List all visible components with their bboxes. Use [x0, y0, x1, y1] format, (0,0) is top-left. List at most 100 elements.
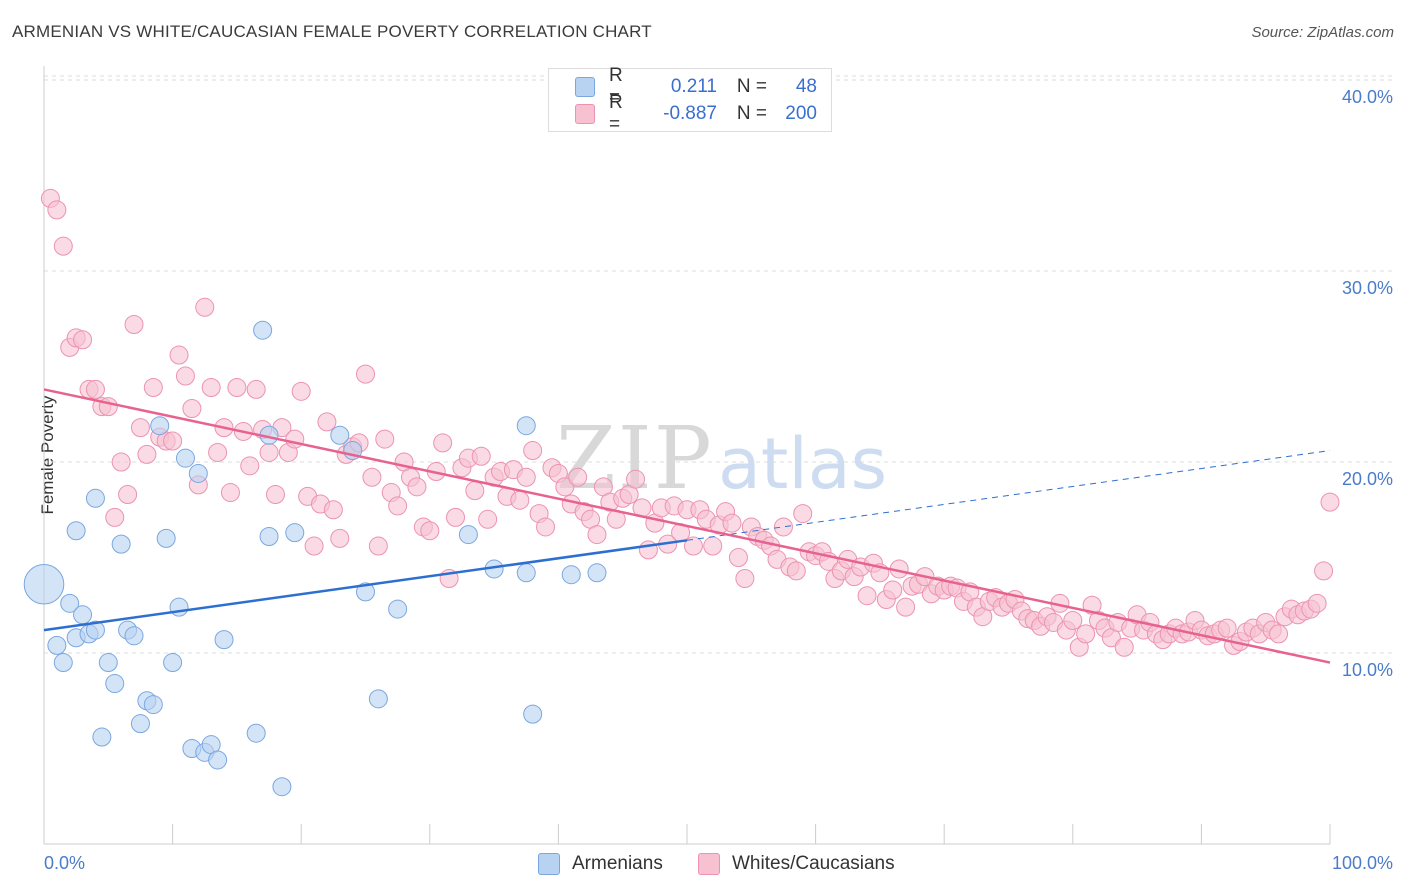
armenian-point [246, 723, 266, 743]
white-point [728, 548, 748, 567]
legend-r-value: 0.211 [670, 76, 717, 97]
legend-row-armenians: R = 0.211 N = 48 [549, 65, 817, 108]
armenian-point [330, 425, 350, 445]
white-legend-swatch-icon [698, 853, 720, 875]
legend-row-whites: R = -0.887 N = 200 [549, 92, 817, 135]
armenian-point [66, 521, 86, 541]
white-point [465, 481, 485, 501]
armenian-point [23, 563, 65, 605]
x-tick-label: 100.0% [1332, 853, 1393, 873]
armenian-point [356, 582, 375, 602]
white-point [169, 345, 189, 365]
white-point [124, 314, 144, 334]
legend-n-label: N = [736, 76, 767, 97]
white-point [118, 484, 138, 504]
armenian-point [53, 653, 73, 673]
armenian-point [208, 750, 228, 770]
white-point [330, 528, 350, 548]
watermark-atlas: atlas [718, 423, 887, 505]
white-point [446, 507, 466, 527]
white-point [356, 364, 375, 384]
white-point [510, 490, 530, 510]
white-point [388, 496, 408, 516]
armenian-point [143, 695, 163, 715]
white-point [137, 444, 157, 464]
armenian-point [272, 777, 292, 797]
white-point [220, 483, 240, 503]
white-point [143, 378, 163, 398]
white-point [1269, 624, 1289, 644]
armenian-point [523, 704, 543, 724]
white-trend-line [43, 388, 1331, 664]
armenian-point [561, 565, 581, 585]
y-tick-label: 30.0% [1342, 278, 1393, 298]
armenian-point [92, 727, 112, 747]
armenian-point [124, 626, 144, 646]
white-point [163, 431, 183, 451]
white-point [883, 580, 903, 600]
armenian-point [516, 416, 536, 436]
white-point [1114, 637, 1134, 657]
white-swatch-icon [575, 104, 595, 124]
white-point [555, 477, 575, 497]
white-point [47, 200, 67, 220]
white-point [317, 412, 337, 432]
white-point [285, 429, 305, 449]
white-point [111, 452, 131, 472]
legend-r-value: -0.887 [663, 103, 717, 124]
white-point [896, 597, 916, 617]
white-point [1076, 624, 1096, 644]
white-point [773, 517, 793, 537]
white-point [568, 467, 588, 487]
y-tick-label: 10.0% [1342, 660, 1393, 680]
white-point [304, 536, 324, 556]
white-point [1307, 593, 1327, 613]
white-point [208, 442, 228, 462]
armenian-point [156, 528, 176, 548]
legend-label-armenians: Armenians [572, 853, 663, 874]
white-point [375, 429, 395, 449]
white-point [362, 467, 382, 487]
correlation-legend: R = 0.211 N = 48 R = -0.887 N = 200 [548, 65, 832, 135]
white-point [195, 297, 215, 317]
white-point [536, 517, 556, 537]
armenian-point [150, 416, 170, 436]
armenian-point [85, 620, 105, 640]
white-point [471, 446, 491, 466]
white-point [683, 536, 703, 556]
white-point [240, 456, 260, 476]
white-point [793, 504, 813, 524]
white-point [368, 536, 388, 556]
armenian-legend-swatch-icon [538, 853, 560, 875]
legend-r-label: R = [609, 65, 623, 108]
white-point [1320, 492, 1340, 512]
white-point [1063, 611, 1083, 631]
armenian-point [175, 448, 195, 468]
armenian-point [388, 599, 408, 619]
armenian-point [458, 525, 478, 545]
y-tick-label: 20.0% [1342, 469, 1393, 489]
white-point [73, 330, 93, 350]
armenian-point [214, 630, 234, 650]
legend-n-value: 48 [795, 76, 817, 97]
white-point [105, 507, 125, 527]
armenian-point [47, 635, 67, 655]
armenian-point [169, 597, 189, 617]
white-point [407, 477, 427, 497]
chart-title: ARMENIAN VS WHITE/CAUCASIAN FEMALE POVER… [12, 22, 652, 41]
legend-n-value: 200 [785, 103, 817, 124]
armenian-point [516, 563, 536, 583]
white-point [53, 236, 73, 256]
white-point [1217, 618, 1237, 638]
armenian-point [111, 534, 131, 554]
armenian-point [60, 593, 80, 613]
white-point [786, 561, 806, 581]
armenian-point [368, 689, 388, 709]
white-point [201, 378, 221, 398]
white-point [259, 442, 279, 462]
white-point [130, 418, 150, 438]
source-label: Source: ZipAtlas.com [1251, 24, 1394, 41]
armenian-point [85, 488, 105, 508]
white-point [85, 379, 105, 399]
white-point [227, 378, 247, 398]
